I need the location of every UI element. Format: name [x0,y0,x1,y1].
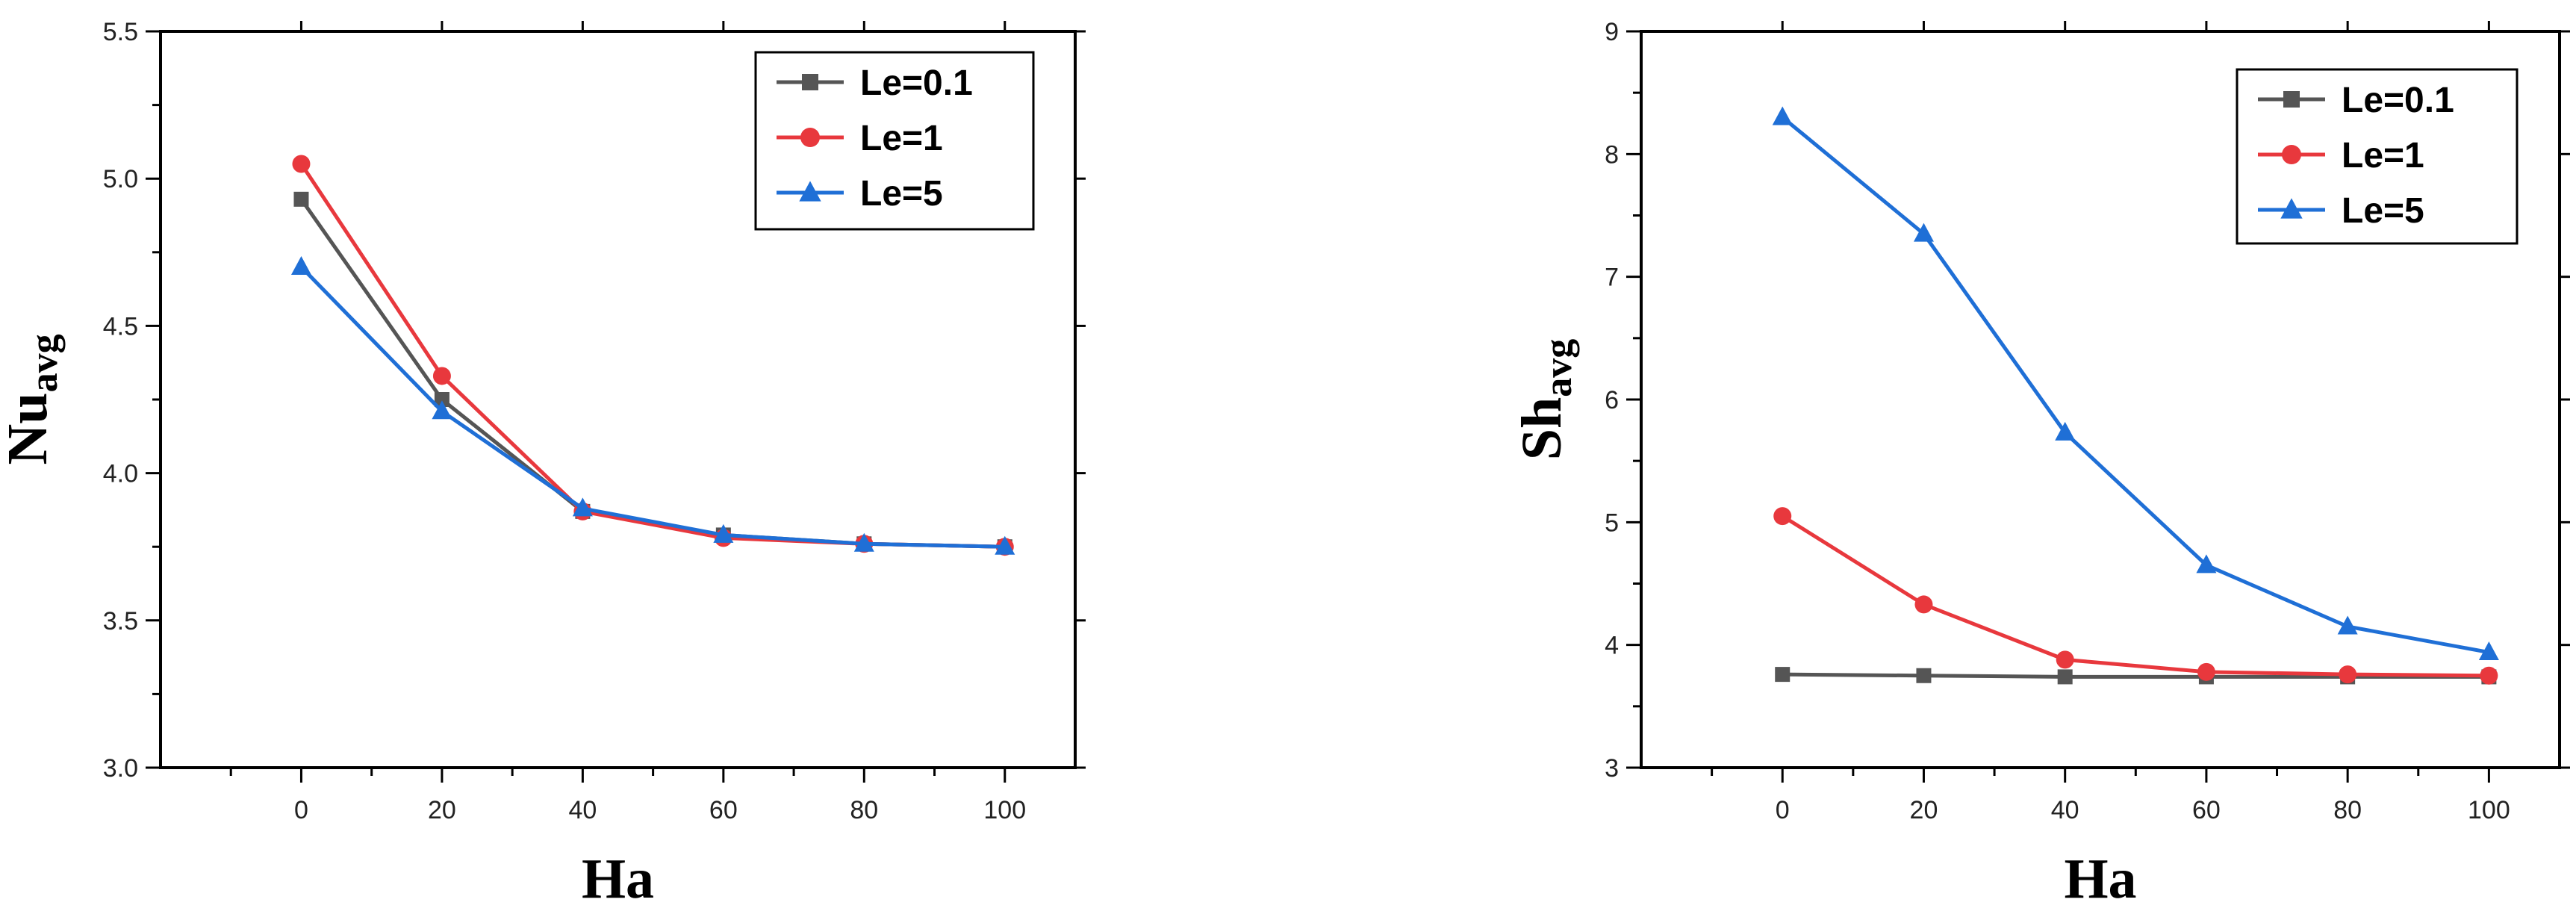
y-tick-label: 4.5 [103,312,138,341]
legend-item: Le=5 [2258,191,2424,231]
data-point [1775,667,1791,683]
series-Le=5 [290,256,1015,555]
data-point [292,155,311,173]
data-point [2339,665,2357,684]
x-tick-label: 80 [2333,796,2362,824]
x-tick-label: 0 [294,796,308,824]
data-point [2056,650,2074,669]
data-point [1916,668,1932,683]
y-tick-label: 3.5 [103,607,138,635]
series-line [1782,672,2489,679]
data-point [2337,615,2358,635]
series-line [1781,116,2489,654]
legend-marker [800,128,820,147]
legend-item: Le=0.1 [2258,81,2454,120]
legend-label: Le=0.1 [860,63,973,103]
x-tick-label: 40 [2051,796,2079,824]
series-line [299,265,1005,549]
data-point [432,367,451,385]
x-tick-label: 80 [850,796,878,824]
x-axis-title: Ha [582,848,654,910]
series-Le=0.1 [293,191,1012,555]
chart-panel-2: 0 20 40 60 80 100 3 4 5 6 7 8 9 Ha Shavg Le=0.1 Le=1 Le=5 [1511,18,2570,910]
y-tick-label: 3.0 [103,754,138,783]
data-point [293,191,309,207]
y-axis-title-subscript: avg [23,334,66,392]
data-point [995,535,1015,555]
data-point [2478,641,2499,661]
legend-marker [2280,198,2303,219]
legend-label: Le=1 [860,119,943,158]
y-tick-label: 3 [1605,754,1619,783]
legend-item: Le=1 [2258,136,2424,175]
data-point [1772,106,1793,125]
x-axis-title: Ha [2064,848,2136,910]
x-tick-label: 20 [1910,796,1938,824]
legend-label: Le=0.1 [2342,81,2454,120]
y-tick-label: 5.5 [103,18,138,46]
legend-item: Le=1 [777,119,943,158]
y-axis-title: Nuavg [0,334,66,464]
y-tick-label: 8 [1605,140,1619,169]
legend-label: Le=5 [2342,191,2424,231]
y-axis-title: Shavg [1511,339,1580,461]
legend: Le=0.1 Le=1 Le=5 [2236,68,2519,245]
x-tick-label: 60 [709,796,738,824]
data-point [853,532,874,552]
x-tick-label: 20 [428,796,456,824]
legend-marker [799,181,821,202]
legend: Le=0.1 Le=1 Le=5 [754,51,1035,231]
data-point [2480,666,2498,685]
legend-label: Le=5 [860,174,943,214]
series-Le=1 [1773,507,2498,685]
data-point [2055,421,2076,441]
data-point [1914,595,1933,614]
x-tick-label: 100 [2468,796,2510,824]
y-tick-label: 5.0 [103,165,138,193]
data-point [1913,223,1934,242]
y-tick-label: 6 [1605,386,1619,414]
legend-marker [2282,145,2301,164]
data-point [1773,507,1792,526]
series-line [1781,514,2489,678]
data-point [290,256,311,276]
data-point [2057,669,2073,685]
x-tick-label: 40 [568,796,597,824]
y-tick-label: 4.0 [103,460,138,488]
legend-marker [2283,91,2300,108]
y-tick-label: 4 [1605,632,1619,660]
chart-panel-1: 0 20 40 60 80 100 3.0 3.5 4.0 4.5 5.0 5.5 Ha Nuavg Le=… [0,18,1086,910]
y-axis-title-main: Sh [1511,397,1573,461]
x-tick-label: 60 [2192,796,2221,824]
data-point [432,400,452,420]
legend-item: Le=0.1 [777,63,973,103]
data-point [713,523,734,543]
legend-label: Le=1 [2342,136,2424,175]
legend-item: Le=5 [777,174,943,214]
x-tick-label: 100 [983,796,1026,824]
data-point [572,497,593,517]
data-point [2197,662,2215,681]
data-point [434,392,449,407]
y-tick-label: 5 [1605,509,1619,537]
y-tick-label: 7 [1605,264,1619,292]
x-tick-label: 0 [1776,796,1790,824]
legend-marker [802,74,818,90]
series-Le=5 [1772,106,2499,661]
data-point [2196,554,2217,574]
y-axis-title-subscript: avg [1537,339,1580,397]
y-axis-title-main: Nu [0,392,59,464]
y-tick-label: 9 [1605,18,1619,46]
